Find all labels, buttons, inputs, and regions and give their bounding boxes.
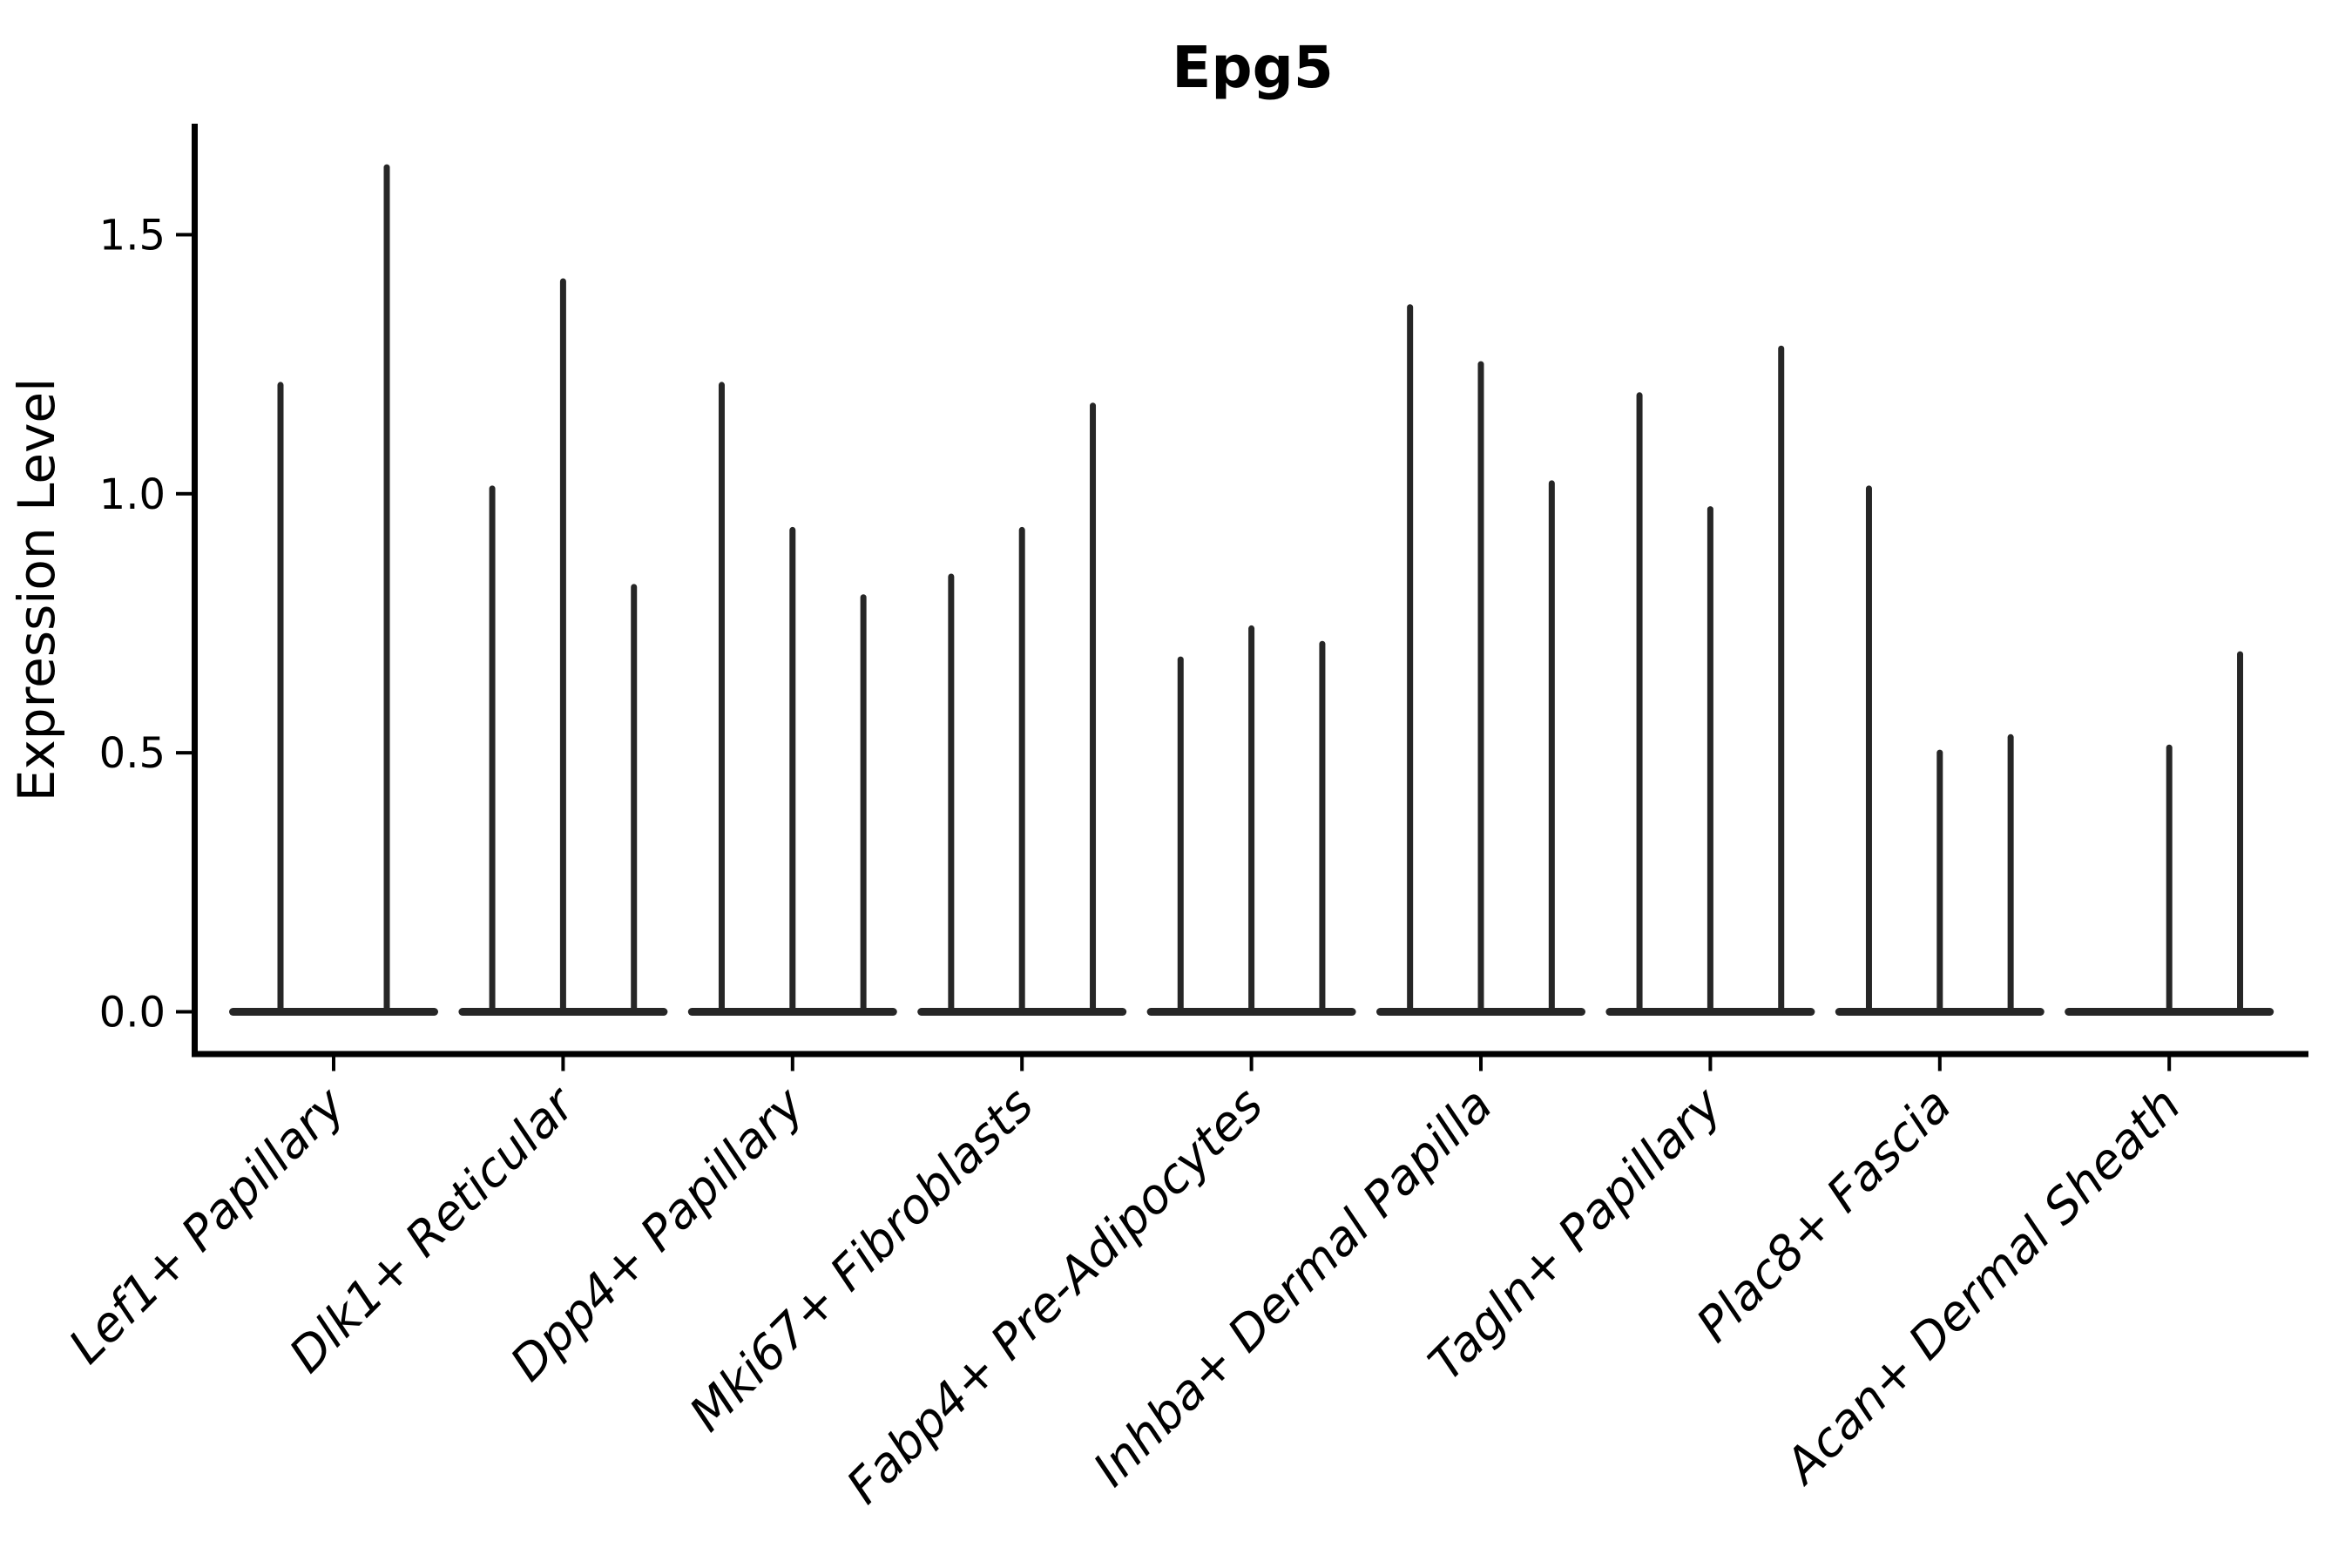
y-tick-mark — [176, 491, 192, 496]
x-tick-mark — [1937, 1057, 1942, 1071]
x-tick-mark — [1708, 1057, 1713, 1071]
y-tick-mark — [176, 233, 192, 237]
violin-group — [229, 164, 438, 1016]
y-tick-label: 0.5 — [99, 729, 166, 778]
violin-group — [687, 382, 897, 1016]
axes-spines — [192, 124, 2308, 1058]
chart-title: Epg5 — [1172, 34, 1334, 101]
x-tick-mark — [1020, 1057, 1024, 1071]
y-tick-mark — [176, 751, 192, 755]
y-tick-mark — [176, 1010, 192, 1014]
violin-baseline — [229, 1008, 438, 1016]
violin-group — [917, 402, 1127, 1016]
bottom-spine — [192, 1051, 2308, 1058]
x-tick-mark — [561, 1057, 565, 1071]
y-tick-label: 1.5 — [99, 211, 166, 260]
x-axis-ticks — [332, 1057, 2172, 1071]
x-tick-mark — [790, 1057, 794, 1071]
x-tick-mark — [1249, 1057, 1254, 1071]
y-axis-label: Expression Level — [7, 378, 66, 801]
violin-series — [229, 164, 2274, 1016]
violin-group — [1605, 345, 1815, 1016]
x-tick-mark — [2167, 1057, 2172, 1071]
violin-group — [458, 278, 668, 1016]
left-spine — [192, 124, 198, 1058]
x-tick-label: Inhba+ Dermal Papilla — [1083, 1077, 1503, 1497]
x-tick-mark — [1479, 1057, 1483, 1071]
y-tick-label: 0.0 — [99, 989, 166, 1037]
x-tick-label: Fabp4+ Pre-Adipocytes — [835, 1077, 1273, 1514]
x-tick-mark — [332, 1057, 335, 1071]
violin-group — [1376, 304, 1585, 1016]
x-tick-label: Acan+ Dermal Sheath — [1773, 1077, 2192, 1496]
violin-group — [2065, 651, 2274, 1016]
y-tick-label: 1.0 — [99, 470, 166, 519]
y-axis-ticks: 0.0 0.5 1.0 1.5 — [99, 211, 192, 1037]
violin-group — [1146, 625, 1356, 1016]
violin-group — [1835, 485, 2044, 1016]
